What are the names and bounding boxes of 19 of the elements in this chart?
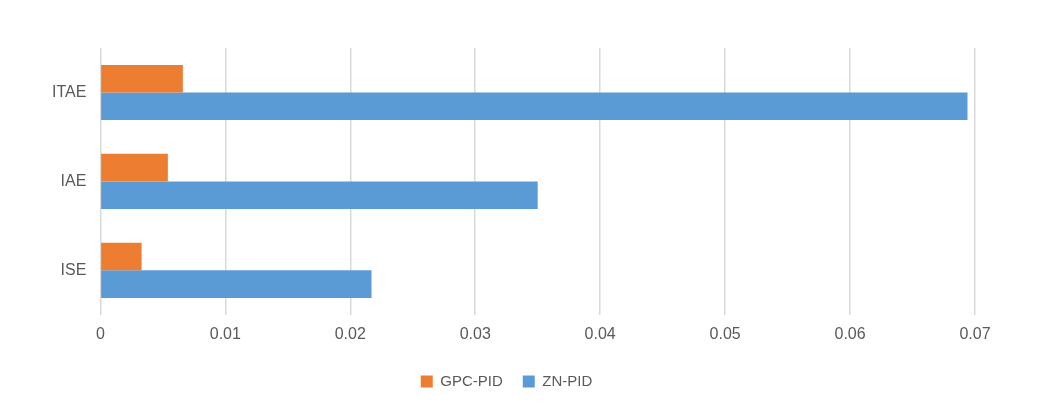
bar xyxy=(101,242,142,271)
x-tick-label: 0.07 xyxy=(959,324,991,342)
y-tick-label: ITAE xyxy=(52,82,87,100)
x-tick-label: 0.06 xyxy=(834,324,866,342)
x-tick-label: 0.02 xyxy=(334,324,366,342)
bar xyxy=(101,64,183,93)
legend-label: ZN-PID xyxy=(542,371,593,389)
x-tick-label: 0 xyxy=(95,324,105,342)
x-tick-label: 0.01 xyxy=(209,324,241,342)
x-tick-label: 0.04 xyxy=(584,324,616,342)
x-tick-label: 0.03 xyxy=(459,324,491,342)
bar xyxy=(101,153,168,182)
bar xyxy=(101,92,968,121)
y-tick-label: IAE xyxy=(60,171,87,189)
bar xyxy=(101,181,538,209)
bar xyxy=(101,270,372,298)
x-tick-label: 0.05 xyxy=(709,324,741,342)
legend-label: GPC-PID xyxy=(440,371,503,389)
y-tick-label: ISE xyxy=(60,260,87,278)
